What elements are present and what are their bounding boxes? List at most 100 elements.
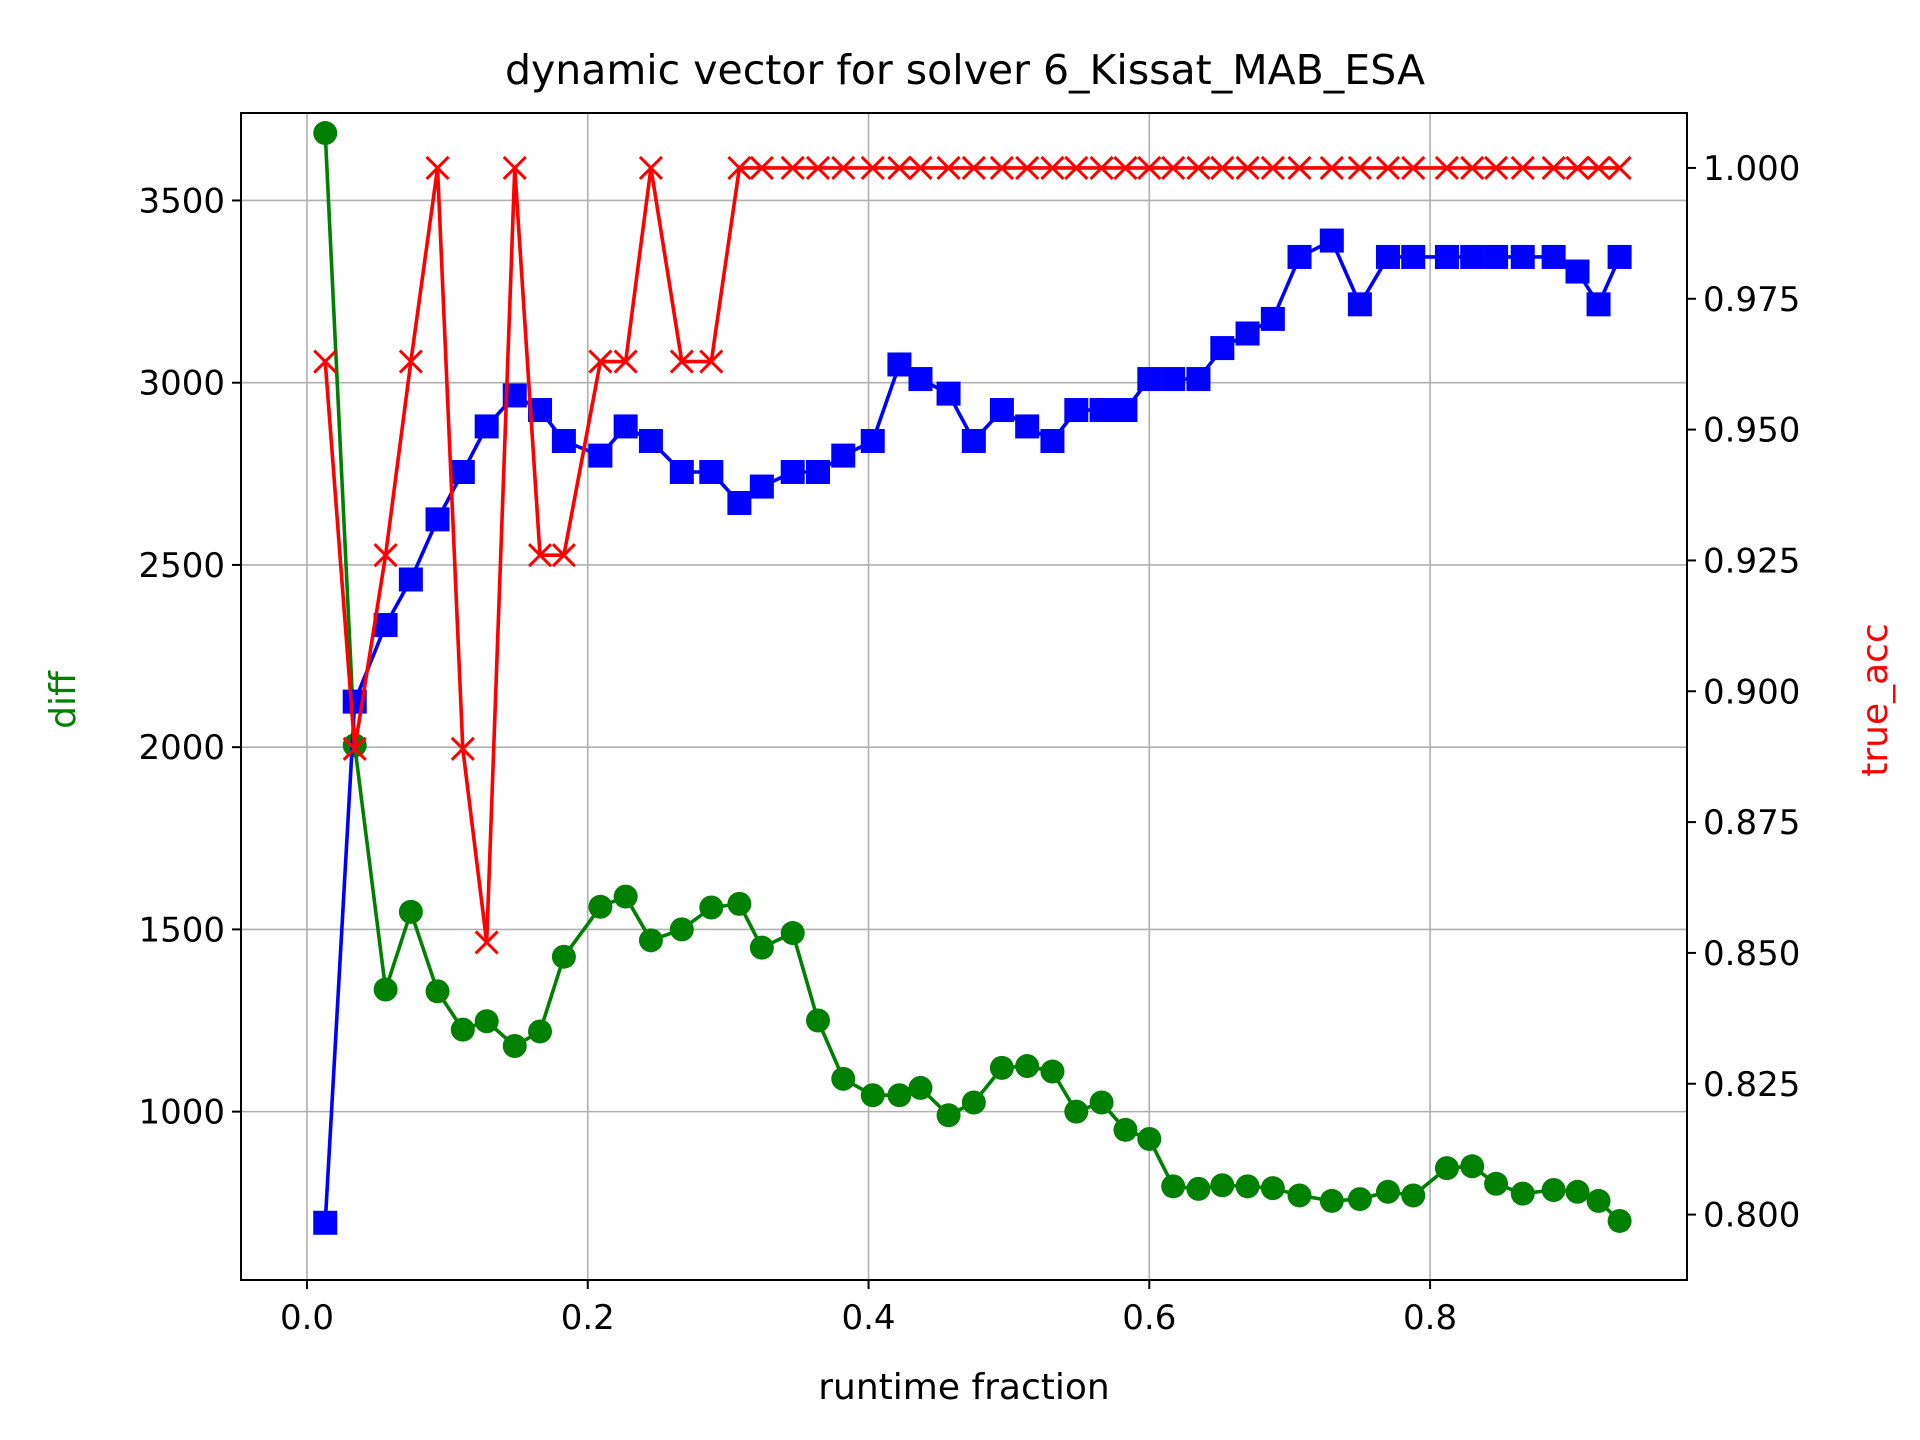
data-point [588,443,613,468]
data-point [1565,155,1590,181]
data-point [908,1075,933,1100]
data-point [1186,1176,1211,1201]
data-point [450,1017,475,1042]
x-tick-label: 0.6 [1122,1298,1176,1338]
data-point [780,921,805,946]
data-point [831,443,856,468]
data-point [502,155,527,181]
data-point [1137,1126,1162,1151]
data-point [1347,292,1372,317]
y-right-tick-label: 0.825 [1703,1065,1800,1105]
data-point [638,155,663,181]
data-point [1319,1188,1344,1213]
x-axis-label: runtime fraction [818,1367,1110,1408]
y-right-tick-label: 0.925 [1703,541,1800,581]
data-point [313,121,338,146]
data-point [1541,1177,1566,1202]
data-point [1015,155,1040,181]
y-left-tick-label: 2000 [138,728,225,768]
data-point [474,930,499,955]
data-point [1064,398,1089,423]
data-point [398,349,423,374]
y-left-tick-label: 1500 [138,910,225,950]
data-point [961,1090,986,1115]
data-point [936,155,961,181]
data-point [398,567,423,592]
y-left-tick-label: 3000 [138,364,225,404]
data-point [860,429,885,454]
data-point [1586,292,1611,317]
data-point [831,155,856,181]
data-point [1375,244,1400,269]
data-point [450,459,475,484]
data-point [887,352,912,377]
data-point [860,1083,885,1108]
data-point [398,899,423,924]
data-point [313,349,338,374]
data-point [1235,155,1260,181]
data-point [638,429,663,454]
data-point [373,543,398,568]
data-point [1210,1173,1235,1198]
data-point [1040,1059,1065,1084]
data-point [860,155,885,181]
data-point [342,736,367,761]
data-point [1137,155,1162,181]
data-point [1186,155,1211,181]
data-point [1089,155,1114,181]
y-left-tick-label: 3500 [138,181,225,221]
data-point [749,155,774,181]
data-point [669,349,694,374]
data-point [313,1210,338,1235]
data-point [588,894,613,919]
data-point [1607,155,1632,181]
data-point [450,736,475,761]
data-point [727,891,752,916]
series-line [323,166,1620,945]
data-point [1460,1154,1485,1179]
data-point [780,459,805,484]
data-point [1161,367,1186,392]
y-right-tick-label: 0.975 [1703,280,1800,320]
data-point [1287,244,1312,269]
data-point [887,155,912,181]
data-point [1510,155,1535,181]
data-point [1401,1183,1426,1208]
data-point [474,414,499,439]
grid-lines [241,113,1687,1280]
data-point [1484,155,1509,181]
data-point [1186,367,1211,392]
data-point [727,155,752,181]
x-tick-label: 0.4 [841,1298,895,1338]
data-point [1484,244,1509,269]
data-point [1287,1183,1312,1208]
data-point [669,917,694,942]
data-point [1210,336,1235,361]
data-point [989,155,1014,181]
data-point [749,474,774,499]
data-point [1260,155,1285,181]
data-point [1161,155,1186,181]
data-point [1040,155,1065,181]
data-point [1089,1090,1114,1115]
data-point [373,613,398,638]
data-point [1287,155,1312,181]
y-axis-label-left: diff [43,670,84,729]
y-left-tick-label: 1000 [138,1093,225,1133]
data-point [1375,1179,1400,1204]
data-point [936,1103,961,1128]
y-right-tick-label: 0.900 [1703,672,1800,712]
data-point [528,1019,553,1044]
series-layer [313,121,1632,1235]
data-point [1113,1117,1138,1142]
data-point [1565,259,1590,284]
series-1-square [313,228,1632,1235]
data-point [1460,244,1485,269]
data-point [936,381,961,406]
data-point [1510,1181,1535,1206]
data-point [425,155,450,181]
data-point [1260,306,1285,331]
data-point [961,155,986,181]
data-point [699,349,724,374]
